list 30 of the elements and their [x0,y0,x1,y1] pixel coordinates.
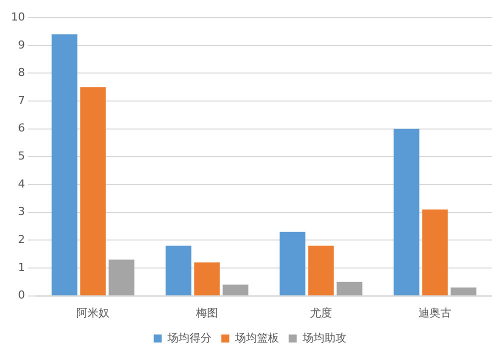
y-tick-label: 8 [18,66,25,80]
bar [394,128,420,296]
bar [308,246,334,296]
legend-label: 场均助攻 [301,331,346,344]
y-tick-label: 5 [18,150,25,163]
bar [52,34,78,296]
bar [422,210,448,296]
bar [166,246,192,296]
bar [222,284,248,296]
x-tick-label: 尤度 [310,306,332,320]
y-tick-label: 4 [18,177,25,190]
y-tick-label: 10 [10,10,25,24]
y-tick-label: 3 [18,205,25,218]
y-tick-label: 0 [18,288,25,302]
bar [280,232,306,296]
bar [336,282,362,296]
y-tick-label: 6 [18,122,25,135]
bar [450,287,476,296]
bar [194,262,220,296]
x-tick-label: 梅图 [195,306,218,320]
y-tick-label: 7 [18,94,25,107]
legend-label: 场均得分 [166,331,212,344]
legend-label: 场均篮板 [234,331,279,344]
y-tick-label: 1 [18,260,25,274]
y-tick-label: 9 [18,38,25,52]
bar [80,87,106,296]
x-tick-label: 迪奥古 [418,306,452,320]
bar [108,260,134,296]
x-tick-label: 阿米奴 [76,306,110,320]
y-tick-label: 2 [18,233,25,246]
